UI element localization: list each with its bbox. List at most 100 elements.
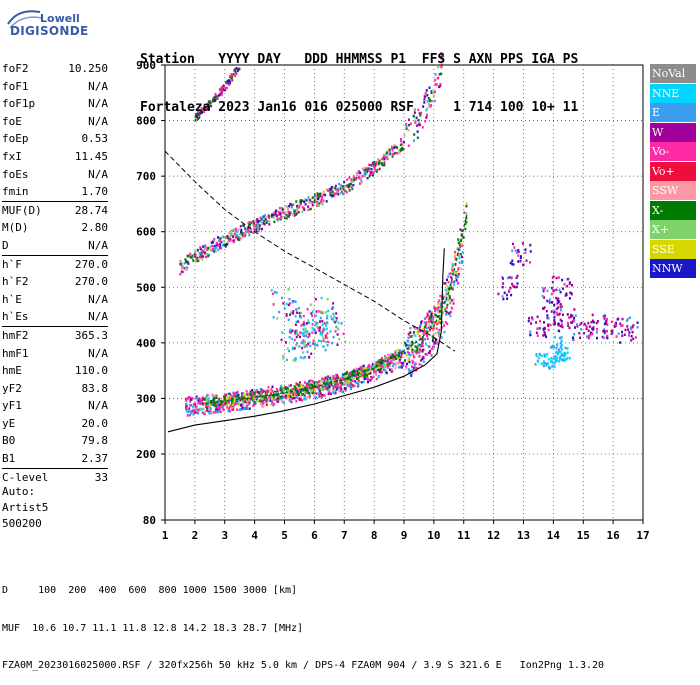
echo-extraordinary bbox=[292, 393, 295, 396]
echo-west bbox=[605, 330, 608, 333]
echo-ordinary bbox=[360, 381, 363, 384]
echo-ordinary bbox=[421, 336, 424, 340]
echo-ordinary bbox=[278, 398, 281, 401]
echo-ordinary bbox=[298, 398, 301, 401]
echo-ordinary bbox=[292, 396, 295, 400]
echo-second-hop bbox=[382, 156, 385, 159]
echo-ordinary bbox=[424, 317, 426, 320]
echo-second-hop bbox=[254, 226, 257, 230]
echo-second-hop bbox=[297, 210, 300, 214]
echo-west bbox=[566, 313, 569, 316]
echo-ordinary bbox=[261, 389, 264, 393]
echo-second-hop bbox=[383, 162, 386, 166]
echo-west bbox=[556, 313, 559, 316]
echo-spread bbox=[274, 290, 276, 294]
echo-ordinary bbox=[384, 369, 387, 372]
echo-second-hop bbox=[198, 252, 201, 255]
echo-spread bbox=[288, 330, 291, 333]
echo-second-hop bbox=[407, 144, 410, 147]
echo-ordinary bbox=[353, 368, 355, 372]
echo-second-hop bbox=[396, 152, 399, 155]
echo-west bbox=[527, 319, 530, 323]
echo-ordinary bbox=[254, 402, 256, 406]
echo-west bbox=[529, 333, 532, 337]
echo-ordinary bbox=[416, 327, 419, 330]
echo-west bbox=[562, 287, 564, 290]
echo-ordinary bbox=[455, 276, 458, 279]
echo-ordinary bbox=[429, 349, 431, 353]
echo-second-hop bbox=[363, 174, 366, 178]
echo-second-hop bbox=[412, 114, 415, 118]
echo-ordinary bbox=[194, 405, 197, 408]
echo-ordinary bbox=[354, 380, 357, 383]
echo-second-hop bbox=[313, 199, 316, 202]
echo-extraordinary bbox=[229, 403, 232, 406]
echo-ordinary bbox=[348, 383, 351, 387]
echo-ordinary bbox=[377, 375, 380, 378]
echo-west bbox=[541, 294, 544, 298]
echo-extraordinary bbox=[398, 350, 401, 354]
echo-ordinary bbox=[338, 386, 341, 390]
echo-west bbox=[529, 261, 531, 264]
echo-third-hop bbox=[207, 107, 210, 111]
echo-spread bbox=[290, 337, 293, 341]
echo-extraordinary bbox=[392, 359, 395, 362]
echo-spread bbox=[302, 333, 305, 337]
param-row: yF2 83.8 bbox=[2, 380, 108, 398]
echo-west bbox=[603, 330, 606, 333]
echo-ordinary bbox=[326, 388, 329, 392]
echo-west bbox=[529, 250, 532, 253]
echo-west bbox=[630, 335, 633, 338]
echo-second-hop bbox=[259, 216, 262, 220]
echo-ordinary bbox=[252, 399, 254, 403]
y-tick-label: 400 bbox=[136, 337, 156, 350]
echo-nne bbox=[564, 346, 567, 350]
echo-second-hop bbox=[340, 191, 343, 194]
echo-extraordinary bbox=[276, 393, 279, 397]
echo-extraordinary bbox=[447, 299, 449, 302]
echo-ordinary bbox=[346, 384, 349, 387]
echo-second-hop bbox=[342, 192, 345, 196]
echo-extraordinary bbox=[411, 350, 414, 354]
echo-extraordinary bbox=[358, 370, 361, 373]
echo-ordinary bbox=[351, 383, 354, 387]
echo-ordinary bbox=[358, 367, 360, 371]
echo-third-hop bbox=[200, 107, 203, 110]
echo-second-hop bbox=[317, 196, 320, 199]
echo-ordinary bbox=[207, 395, 210, 398]
echo-ordinary bbox=[259, 387, 262, 391]
echo-spread bbox=[271, 292, 274, 296]
echo-spread bbox=[304, 329, 307, 333]
params-group-muf: MUF(D) 28.74 M(D) 2.80 D N/A bbox=[2, 202, 108, 255]
echo-ordinary bbox=[333, 392, 336, 395]
echo-spread bbox=[305, 332, 308, 335]
echo-ordinary bbox=[450, 276, 453, 279]
echo-ordinary bbox=[421, 350, 424, 353]
echo-spread bbox=[329, 330, 332, 333]
param-value: N/A bbox=[88, 399, 108, 413]
echo-ordinary bbox=[196, 411, 199, 414]
echo-extraordinary bbox=[303, 390, 306, 394]
echo-extraordinary bbox=[243, 396, 246, 399]
echo-second-hop bbox=[280, 215, 282, 218]
echo-third-hop bbox=[234, 70, 237, 74]
echo-extraordinary bbox=[279, 387, 282, 391]
echo-spread bbox=[289, 313, 292, 316]
echo-ordinary bbox=[255, 395, 258, 398]
echo-ordinary bbox=[436, 342, 439, 345]
echo-third-hop bbox=[214, 95, 217, 98]
echo-extraordinary bbox=[334, 383, 337, 386]
echo-nne bbox=[558, 348, 560, 351]
echo-west bbox=[559, 324, 562, 328]
echo-west bbox=[516, 274, 519, 278]
echo-third-hop bbox=[228, 80, 231, 83]
param-value: N/A bbox=[88, 292, 108, 306]
echo-ordinary bbox=[459, 245, 462, 248]
echo-spread bbox=[285, 313, 288, 316]
echo-extraordinary bbox=[428, 317, 431, 321]
echo-west bbox=[559, 290, 562, 294]
echo-ordinary bbox=[260, 404, 263, 408]
echo-ordinary bbox=[445, 313, 448, 316]
echo-extraordinary bbox=[219, 402, 222, 405]
echo-second-hop bbox=[396, 146, 398, 149]
